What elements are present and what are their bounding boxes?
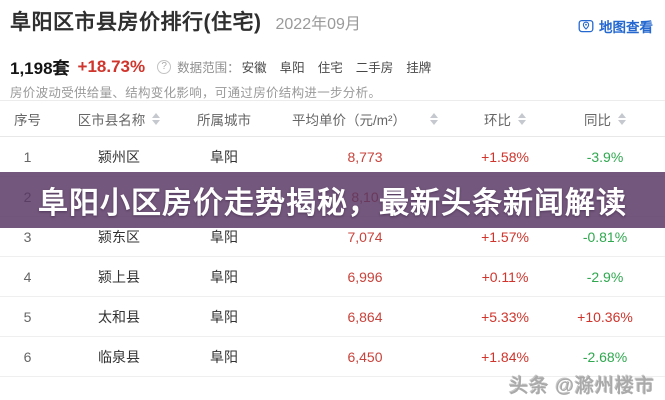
city-cell: 阜阳: [210, 268, 238, 285]
rank-cell: 3: [23, 228, 32, 245]
yoy-cell: -2.68%: [582, 348, 628, 365]
yoy-cell: +10.36%: [577, 308, 633, 325]
price-cell: 7,074: [347, 228, 383, 245]
rank-cell: 6: [23, 348, 32, 365]
price-cell: 6,450: [347, 348, 383, 365]
scope-items: 安徽 阜阳 住宅 二手房 挂牌: [242, 57, 432, 76]
table-row[interactable]: 5 太和县 阜阳 6,864 +5.33% +10.36%: [0, 297, 665, 337]
scope-item-market[interactable]: 二手房: [355, 61, 394, 75]
column-header-district[interactable]: 区市县名称: [55, 109, 183, 129]
toutiao-watermark: 头条 @滁州楼市: [509, 376, 655, 397]
divider: [0, 100, 665, 101]
mom-cell: +1.84%: [481, 348, 529, 365]
headline-text: 阜阳小区房价走势揭秘，最新头条新闻解读: [38, 187, 627, 220]
sort-icon[interactable]: [618, 112, 626, 125]
map-view-label: 地图查看: [599, 20, 653, 35]
column-header-index: 序号: [14, 112, 41, 128]
report-date: 2022年09月: [275, 16, 361, 33]
city-cell: 阜阳: [210, 228, 238, 245]
column-header-yoy[interactable]: 同比: [545, 109, 665, 129]
yoy-cell: -2.9%: [586, 268, 624, 285]
scope-item-type[interactable]: 住宅: [317, 61, 343, 75]
stats-row: 1,198套 +18.73% ? 数据范围： 安徽 阜阳 住宅 二手房 挂牌: [10, 54, 431, 79]
titlebar: 阜阳区市县房价排行(住宅) 2022年09月: [10, 6, 655, 36]
listing-count: 1,198套: [10, 59, 70, 78]
sort-icon[interactable]: [430, 112, 438, 125]
scope-item-status[interactable]: 挂牌: [406, 61, 432, 75]
scope-item-city[interactable]: 阜阳: [279, 61, 305, 75]
district-cell[interactable]: 临泉县: [98, 348, 140, 365]
mom-cell: +1.57%: [481, 228, 529, 245]
district-cell[interactable]: 颍东区: [98, 228, 140, 245]
yoy-cell: -3.9%: [586, 148, 624, 165]
price-cell: 6,996: [347, 268, 383, 285]
table-row[interactable]: 3 颍东区 阜阳 7,074 +1.57% -0.81%: [0, 217, 665, 257]
city-cell: 阜阳: [210, 148, 238, 165]
mom-cell: +0.11%: [481, 268, 529, 285]
map-view-link[interactable]: 地图查看: [578, 16, 653, 36]
district-cell[interactable]: 太和县: [98, 308, 140, 325]
column-header-city: 所属城市: [197, 112, 251, 128]
yoy-cell: -0.81%: [582, 228, 628, 245]
district-cell[interactable]: 颍上县: [98, 268, 140, 285]
scope-item-province[interactable]: 安徽: [241, 61, 267, 75]
rank-cell: 5: [23, 308, 32, 325]
sort-icon[interactable]: [152, 112, 161, 125]
table-row[interactable]: 4 颍上县 阜阳 6,996 +0.11% -2.9%: [0, 257, 665, 297]
mom-cell: +1.58%: [481, 148, 529, 165]
description-note: 房价波动受供给量、结构变化影响，可通过房价结构进一步分析。: [10, 86, 382, 100]
count-change-percent: +18.73%: [77, 56, 146, 76]
district-cell[interactable]: 颍州区: [98, 148, 140, 165]
table-row[interactable]: 6 临泉县 阜阳 6,450 +1.84% -2.68%: [0, 337, 665, 377]
city-cell: 阜阳: [210, 348, 238, 365]
page-title: 阜阳区市县房价排行(住宅): [10, 11, 262, 34]
scope-label: 数据范围：: [177, 61, 240, 75]
rank-cell: 1: [23, 148, 32, 165]
headline-banner-overlay: 阜阳小区房价走势揭秘，最新头条新闻解读: [0, 172, 665, 228]
column-header-avg-price[interactable]: 平均单价（元/m²）: [265, 109, 465, 129]
price-cell: 6,864: [347, 308, 383, 325]
map-pin-icon: [578, 18, 594, 34]
column-header-mom[interactable]: 环比: [465, 109, 545, 129]
help-question-icon[interactable]: ?: [157, 59, 172, 74]
mom-cell: +5.33%: [481, 308, 529, 325]
price-ranking-table: 序号 区市县名称 所属城市 平均单价（元/m²） 环比 同比: [0, 101, 665, 377]
city-cell: 阜阳: [210, 308, 238, 325]
price-cell: 8,773: [347, 148, 383, 165]
rank-cell: 4: [23, 268, 32, 285]
table-row[interactable]: 1 颍州区 阜阳 8,773 +1.58% -3.9%: [0, 137, 665, 177]
table-header-row: 序号 区市县名称 所属城市 平均单价（元/m²） 环比 同比: [0, 101, 665, 137]
sort-icon[interactable]: [518, 112, 526, 125]
